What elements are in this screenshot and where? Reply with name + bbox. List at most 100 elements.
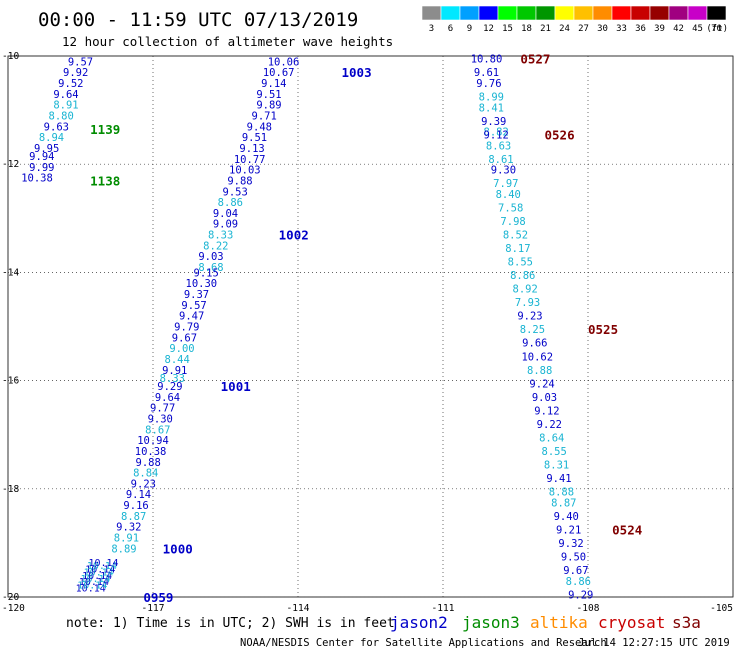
pass-time-label: 1139 xyxy=(90,122,120,137)
pass-time-label: 0524 xyxy=(612,522,642,537)
wave-height-value: 9.09 xyxy=(213,219,238,231)
wave-height-value: 9.50 xyxy=(561,551,586,563)
wave-height-value: 10.06 xyxy=(268,56,300,68)
pass-time-label: 0959 xyxy=(143,590,173,605)
wave-height-value: 10.67 xyxy=(263,67,295,79)
wave-height-value: 9.32 xyxy=(558,538,583,550)
wave-height-value: 10.80 xyxy=(471,54,503,66)
wave-height-value: 8.68 xyxy=(198,262,223,274)
wave-height-value: 7.58 xyxy=(498,202,523,214)
wave-height-value: 7.93 xyxy=(515,297,540,309)
wave-height-value: 8.40 xyxy=(496,189,521,201)
wave-height-marks: 9.579.929.529.648.918.809.638.949.959.94… xyxy=(21,52,642,605)
wave-height-value: 10.38 xyxy=(135,446,167,458)
wave-height-value: 8.91 xyxy=(114,532,139,544)
legend-label: 36 xyxy=(635,24,646,34)
satellite-legend: jason2 jason3 altika cryosat s3a xyxy=(390,613,701,632)
legend-swatch xyxy=(478,5,499,21)
legend-swatch xyxy=(516,5,537,21)
wave-height-value: 9.32 xyxy=(116,522,141,534)
wave-height-value: 8.99 xyxy=(479,92,504,104)
satellite-label: jason3 xyxy=(462,613,520,632)
legend-label: 27 xyxy=(578,24,589,34)
wave-height-value: 9.12 xyxy=(534,405,559,417)
wave-height-value: 9.77 xyxy=(150,403,175,415)
pass-time-label: 0527 xyxy=(520,52,550,67)
wave-height-value: 8.84 xyxy=(133,468,158,480)
wave-height-value: 9.63 xyxy=(44,121,69,133)
satellite-label: altika xyxy=(530,613,588,632)
wave-height-value: 8.94 xyxy=(39,132,64,144)
wave-height-value: 10.77 xyxy=(234,154,266,166)
wave-height-value: 9.23 xyxy=(131,478,156,490)
wave-height-value: 9.41 xyxy=(546,473,571,485)
wave-height-value: 9.91 xyxy=(162,365,187,377)
wave-height-value: 10.30 xyxy=(186,278,218,290)
wave-height-value: 8.55 xyxy=(542,446,567,458)
wave-height-value: 9.57 xyxy=(181,300,206,312)
wave-height-value: 10.03 xyxy=(229,165,261,177)
wave-height-value: 10.14 xyxy=(76,584,106,595)
legend-label: 3 xyxy=(429,24,434,34)
wave-height-value: 8.55 xyxy=(508,257,533,269)
wave-height-value: 9.79 xyxy=(174,322,199,334)
footer-timestamp: Jul 14 12:27:15 UTC 2019 xyxy=(578,637,730,649)
wave-height-value: 8.67 xyxy=(145,424,170,436)
wave-height-value: 8.33 xyxy=(160,373,185,385)
plot-frame xyxy=(7,55,734,598)
wave-height-value: 9.47 xyxy=(179,311,204,323)
x-tick-label: -117 xyxy=(142,603,165,614)
x-tick-label: -114 xyxy=(287,603,310,614)
wave-height-value: 8.25 xyxy=(520,324,545,336)
pass-time-label: 0526 xyxy=(545,127,575,142)
wave-height-value: 9.92 xyxy=(63,67,88,79)
wave-height-value: 9.76 xyxy=(476,78,501,90)
wave-height-value: 8.87 xyxy=(551,497,576,509)
satellite-label: cryosat xyxy=(598,613,665,632)
pass-time-label: 1001 xyxy=(221,379,251,394)
satellite-label: jason2 xyxy=(390,613,448,632)
legend-label: 70 xyxy=(711,24,722,34)
legend-swatch xyxy=(421,5,442,21)
legend-label: 21 xyxy=(540,24,551,34)
y-tick-label: -16 xyxy=(2,376,19,387)
color-legend: 3 6 9 12 15 18 21 24 27 30 33 36 39 42 45 70(ft) xyxy=(421,5,728,34)
wave-height-value: 8.52 xyxy=(503,230,528,242)
wave-height-value: 9.51 xyxy=(256,89,281,101)
wave-height-value: 8.31 xyxy=(544,459,569,471)
wave-height-value: 9.15 xyxy=(194,267,219,279)
wave-height-value: 10.14 xyxy=(84,568,114,579)
legend-label: 15 xyxy=(502,24,513,34)
wave-height-value: 8.61 xyxy=(488,154,513,166)
wave-height-value: 8.63 xyxy=(486,140,511,152)
wave-height-value: 7.98 xyxy=(500,216,525,228)
wave-height-value: 10.14 xyxy=(77,580,107,591)
legend-swatch xyxy=(611,5,632,21)
wave-height-value: 9.21 xyxy=(556,524,581,536)
y-tick-label: -10 xyxy=(2,51,19,62)
wave-height-value: 9.24 xyxy=(529,378,554,390)
pass-time-label: 1000 xyxy=(163,541,193,556)
wave-height-value: 9.29 xyxy=(568,589,593,601)
legend-label: 39 xyxy=(654,24,665,34)
legend-swatch xyxy=(573,5,594,21)
wave-height-value: 8.82 xyxy=(484,127,509,139)
wave-height-value: 8.88 xyxy=(549,487,574,499)
wave-height-value: 9.39 xyxy=(481,116,506,128)
wave-height-value: 7.97 xyxy=(493,178,518,190)
legend-swatch xyxy=(440,5,461,21)
legend-unit: (ft) xyxy=(706,24,728,34)
wave-height-value: 8.33 xyxy=(208,230,233,242)
wave-height-value: 9.88 xyxy=(136,457,161,469)
y-tick-label: -20 xyxy=(2,592,19,603)
wave-height-value: 9.67 xyxy=(172,332,197,344)
wave-height-value: 9.13 xyxy=(239,143,264,155)
y-tick-label: -14 xyxy=(2,267,19,278)
legend-swatch xyxy=(630,5,651,21)
wave-height-value: 8.88 xyxy=(527,365,552,377)
wave-height-value: 9.22 xyxy=(537,419,562,431)
legend-label: 24 xyxy=(559,24,570,34)
satellite-label: s3a xyxy=(672,613,701,632)
pass-time-label: 0525 xyxy=(588,322,618,337)
wave-height-value: 8.86 xyxy=(510,270,535,282)
